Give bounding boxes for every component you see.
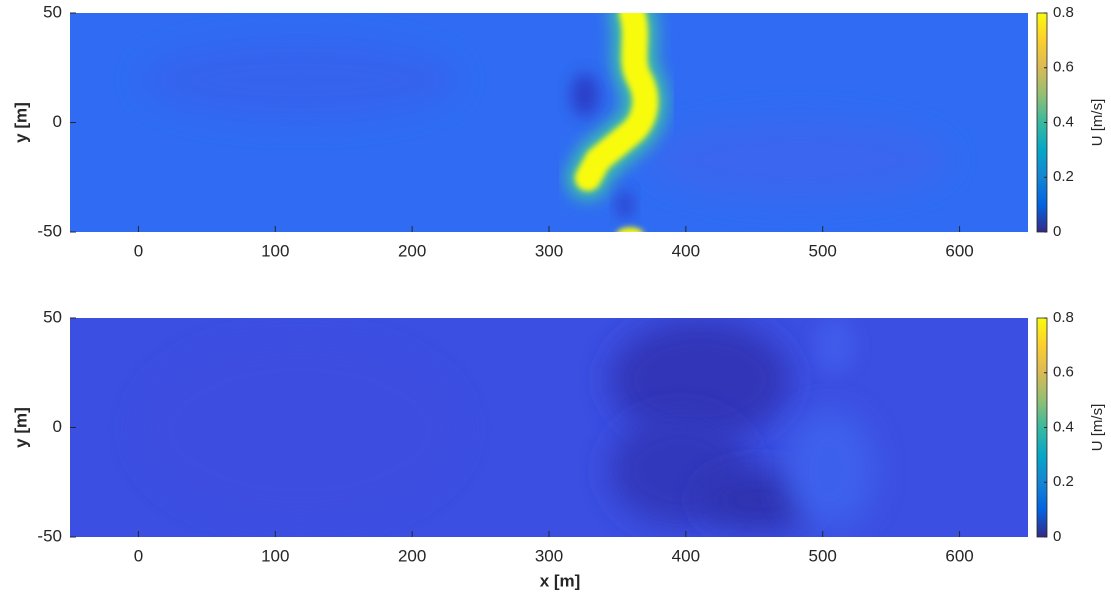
y-tick-label: 50 bbox=[43, 2, 62, 21]
x-tick-label: 600 bbox=[945, 546, 973, 565]
colorbar-tick-label: 0.2 bbox=[1053, 473, 1074, 490]
colorbar-label: U [m/s] bbox=[1089, 99, 1106, 147]
x-tick-label: 300 bbox=[535, 241, 563, 260]
colorbar-tick-label: 0 bbox=[1053, 528, 1061, 545]
x-tick-label: 500 bbox=[809, 241, 837, 260]
colorbar-tick-label: 0.8 bbox=[1053, 309, 1074, 326]
x-tick-label: 0 bbox=[134, 546, 143, 565]
x-tick-label: 0 bbox=[134, 241, 143, 260]
colorbar-tick-label: 0.6 bbox=[1053, 364, 1074, 381]
colorbar-tick-label: 0.2 bbox=[1053, 168, 1074, 185]
x-tick-label: 200 bbox=[398, 546, 426, 565]
y-tick-label: 50 bbox=[43, 307, 62, 326]
colorbar-label: U [m/s] bbox=[1089, 404, 1106, 452]
y-tick-label: 0 bbox=[53, 112, 62, 131]
colorbar-tick-label: 0.4 bbox=[1053, 418, 1074, 435]
y-tick-label: -50 bbox=[37, 526, 62, 545]
colorbar-tick-label: 0.4 bbox=[1053, 113, 1074, 130]
x-tick-label: 100 bbox=[261, 241, 289, 260]
x-axis-label: x [m] bbox=[540, 571, 581, 590]
field-top bbox=[70, 13, 1028, 243]
colorbar-tick-label: 0.8 bbox=[1053, 4, 1074, 21]
y-tick-label: -50 bbox=[37, 221, 62, 240]
x-tick-label: 400 bbox=[672, 241, 700, 260]
x-tick-label: 100 bbox=[261, 546, 289, 565]
x-tick-label: 300 bbox=[535, 546, 563, 565]
colorbar-tick-label: 0.6 bbox=[1053, 59, 1074, 76]
x-tick-label: 200 bbox=[398, 241, 426, 260]
y-tick-label: 0 bbox=[53, 417, 62, 436]
x-tick-label: 600 bbox=[945, 241, 973, 260]
y-axis-label: y [m] bbox=[11, 102, 30, 143]
x-tick-label: 400 bbox=[672, 546, 700, 565]
x-tick-label: 500 bbox=[809, 546, 837, 565]
colorbar-tick-label: 0 bbox=[1053, 223, 1061, 240]
y-axis-label: y [m] bbox=[11, 407, 30, 448]
field-bottom bbox=[70, 317, 1028, 537]
figure: x [m] 0100200300400500600-50050y [m]00.2… bbox=[0, 0, 1111, 600]
